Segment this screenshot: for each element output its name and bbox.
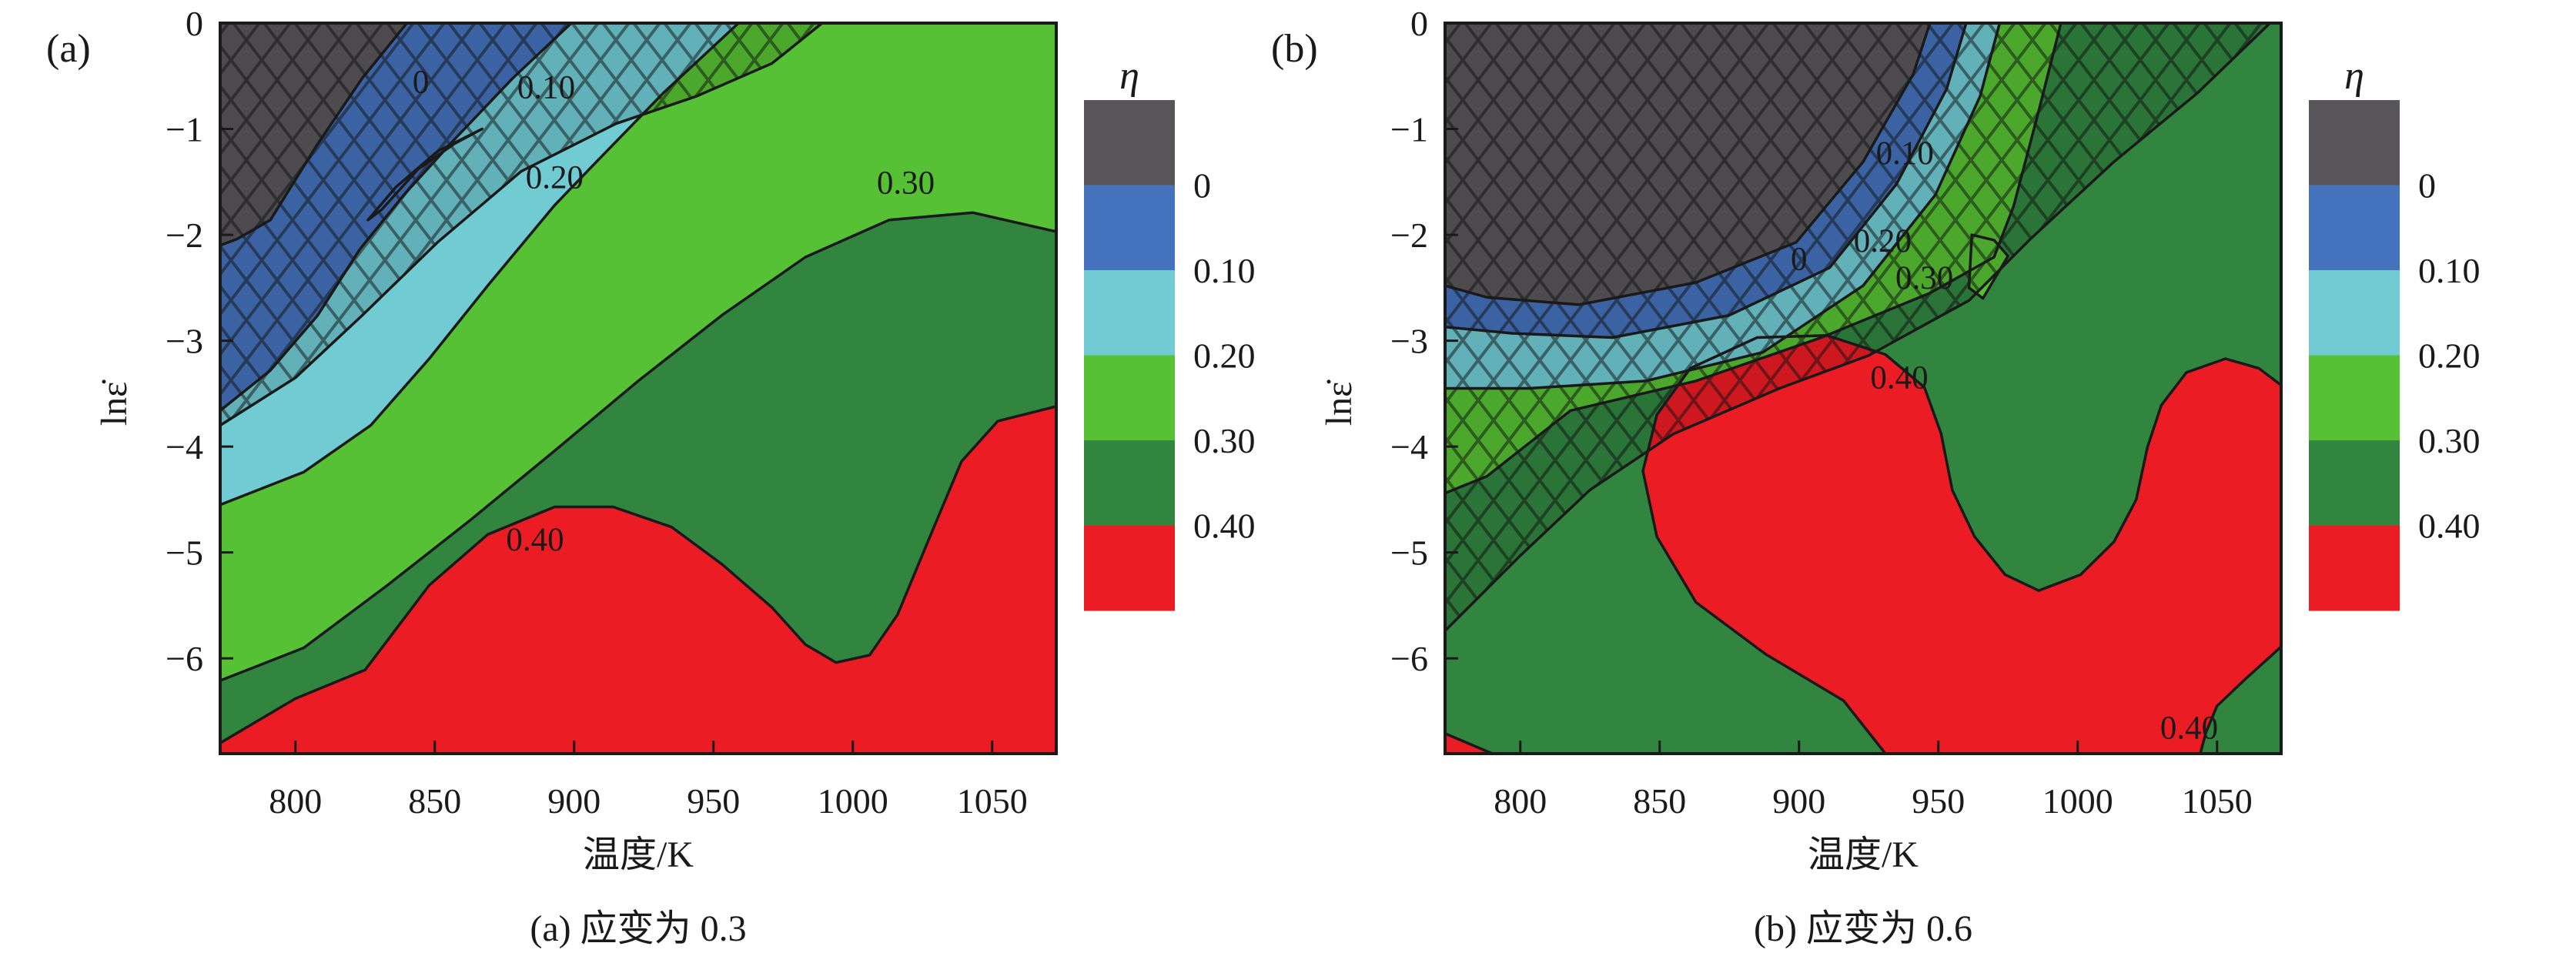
contour-line-c40-a bbox=[220, 405, 1056, 744]
colorbar-label-a: 0.40 bbox=[1193, 507, 1256, 546]
x-tick-label-b: 1000 bbox=[2042, 781, 2113, 821]
contour-line-c0-a bbox=[220, 23, 409, 247]
x-axis-label-b: 温度/K bbox=[1808, 834, 1919, 875]
contour-label-a: 0 bbox=[413, 65, 430, 101]
colorbar-segment-blue-b bbox=[2309, 185, 2400, 271]
colorbar-segment-darkGreen-b bbox=[2309, 440, 2400, 527]
contour-line-c10-a bbox=[220, 23, 573, 413]
y-tick-label-a: 0 bbox=[186, 4, 203, 43]
contour-line-c30-a bbox=[220, 211, 1056, 682]
plot-border-a bbox=[219, 22, 1058, 755]
contour-line-sliverStroke-b bbox=[1445, 732, 1494, 754]
y-tick-label-a: −6 bbox=[166, 639, 203, 678]
x-tick-label-a: 900 bbox=[547, 781, 601, 821]
panel-tag-b: (b) bbox=[1271, 27, 1318, 71]
contour-label-a: 0.20 bbox=[526, 159, 584, 196]
contour-line-c30-b bbox=[1445, 23, 2062, 495]
contour-line-hatch-a bbox=[220, 23, 824, 427]
panel-caption-a: (a) 应变为 0.3 bbox=[530, 908, 746, 949]
x-tick-label-b: 900 bbox=[1772, 781, 1825, 821]
panel-a: 0 0.10 0.20 0.30 0.40 800 850 900 950 1000 1050 0 −1… bbox=[46, 4, 1256, 949]
contour-label-b: 0 bbox=[1791, 241, 1808, 277]
colorbar-b: η 0 0.10 0.20 0.30 0.40 bbox=[2309, 54, 2481, 611]
y-tick-label-a: −4 bbox=[166, 427, 203, 466]
panel-caption-b: (b) 应变为 0.6 bbox=[1754, 908, 1972, 949]
plot-area-b: 0 0.10 0.200.30 0.40 0.40 bbox=[1445, 23, 2281, 754]
contour-line-wedge-a bbox=[366, 127, 484, 222]
y-tick-label-a: −1 bbox=[166, 110, 203, 149]
contour-label-b: 0.30 bbox=[1895, 260, 1953, 296]
contour-line-redStroke2-b bbox=[2199, 645, 2281, 754]
contour-region-red-b bbox=[1643, 335, 2281, 754]
colorbar-label-b: 0 bbox=[2418, 166, 2436, 206]
colorbar-segment-red-b bbox=[2309, 525, 2400, 611]
contour-label-a: 0.30 bbox=[877, 165, 935, 201]
y-tick-label-b: 0 bbox=[1410, 4, 1428, 43]
y-tick-label-a: −2 bbox=[166, 216, 203, 255]
colorbar-segment-blue-a bbox=[1084, 185, 1175, 271]
y-tick-label-b: −2 bbox=[1390, 216, 1428, 255]
contour-line-redStroke1-b bbox=[1641, 333, 2281, 754]
contour-label-b: 0.40 bbox=[2160, 711, 2218, 747]
x-tick-label-b: 850 bbox=[1633, 781, 1686, 821]
y-axis-label-b: lnε̇ bbox=[1319, 380, 1360, 426]
x-tick-label-b: 1050 bbox=[2182, 781, 2253, 821]
contour-line-c0-b bbox=[1445, 23, 1932, 306]
contour-line-hatch-b bbox=[1445, 23, 2272, 633]
panel-tag-a: (a) bbox=[46, 27, 91, 71]
colorbar-segment-gray-a bbox=[1084, 100, 1175, 186]
colorbar-label-a: 0 bbox=[1193, 166, 1211, 206]
colorbar-label-a: 0.20 bbox=[1193, 336, 1256, 376]
x-tick-label-a: 800 bbox=[269, 781, 322, 821]
contour-line-c20-b bbox=[1445, 23, 2002, 390]
contour-label-b: 0.40 bbox=[1870, 359, 1928, 396]
contour-label-a: 0.10 bbox=[517, 70, 575, 106]
instability-hatch-region-a bbox=[220, 23, 822, 426]
colorbar-label-b: 0.30 bbox=[2418, 421, 2481, 460]
colorbar-label-a: 0.10 bbox=[1193, 251, 1256, 290]
colorbar-label-b: 0.40 bbox=[2418, 507, 2481, 546]
x-tick-label-a: 950 bbox=[687, 781, 740, 821]
y-tick-label-b: −6 bbox=[1390, 639, 1428, 678]
colorbar-segment-darkGreen-a bbox=[1084, 440, 1175, 527]
x-tick-label-a: 1050 bbox=[957, 781, 1028, 821]
contour-label-b: 0.20 bbox=[1854, 223, 1912, 259]
y-tick-label-b: −3 bbox=[1390, 322, 1428, 361]
x-tick-label-b: 800 bbox=[1494, 781, 1547, 821]
contour-label-a: 0.40 bbox=[506, 522, 564, 558]
colorbar-a: η 0 0.10 0.20 0.30 0.40 bbox=[1084, 54, 1256, 611]
colorbar-segment-lightGreen-a bbox=[1084, 355, 1175, 441]
x-tick-label-a: 850 bbox=[408, 781, 461, 821]
colorbar-segment-gray-b bbox=[2309, 100, 2400, 186]
colorbar-segment-red-a bbox=[1084, 525, 1175, 611]
y-tick-label-a: −3 bbox=[166, 322, 203, 361]
colorbar-segment-cyan-b bbox=[2309, 270, 2400, 356]
contour-line-c10-b bbox=[1445, 23, 1968, 339]
y-tick-label-b: −1 bbox=[1390, 110, 1428, 149]
colorbar-segment-lightGreen-b bbox=[2309, 355, 2400, 441]
contour-line-greenSliver-b bbox=[1967, 233, 2009, 300]
contour-label-b: 0.10 bbox=[1876, 135, 1934, 172]
colorbar-segment-cyan-a bbox=[1084, 270, 1175, 356]
plot-border-b bbox=[1444, 22, 2283, 755]
y-tick-label-a: −5 bbox=[166, 533, 203, 573]
y-tick-label-b: −5 bbox=[1390, 533, 1428, 573]
colorbar-label-b: 0.10 bbox=[2418, 251, 2481, 290]
x-tick-label-a: 1000 bbox=[818, 781, 888, 821]
y-axis-label-a: lnε̇ bbox=[94, 380, 135, 426]
plot-area-a: 0 0.10 0.20 0.30 0.40 bbox=[220, 23, 1056, 754]
x-axis-label-a: 温度/K bbox=[583, 834, 694, 875]
legend-title-eta-b: η bbox=[2344, 54, 2364, 98]
x-tick-label-b: 950 bbox=[1912, 781, 1965, 821]
colorbar-label-b: 0.20 bbox=[2418, 336, 2481, 376]
instability-hatch-region-b bbox=[1445, 23, 2270, 631]
legend-title-eta-a: η bbox=[1119, 54, 1139, 98]
y-tick-label-b: −4 bbox=[1390, 427, 1428, 466]
colorbar-label-a: 0.30 bbox=[1193, 421, 1256, 460]
